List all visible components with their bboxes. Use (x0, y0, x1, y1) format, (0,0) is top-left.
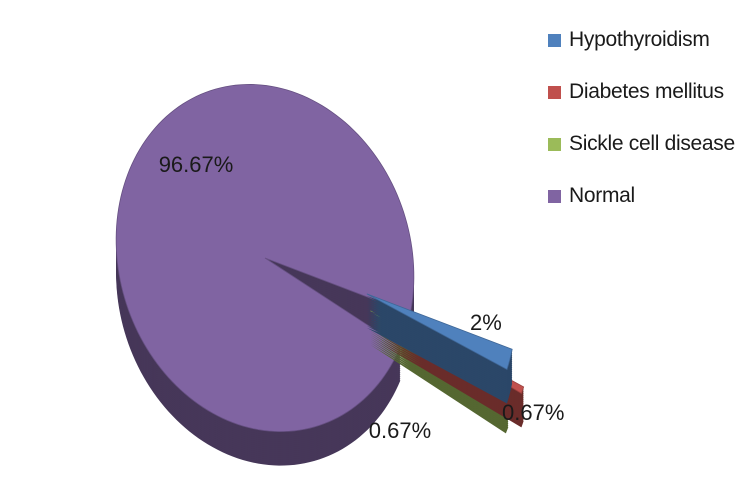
pie-slice-side-sickle-cell-disease (370, 336, 509, 426)
pie-slice-side-diabetes-mellitus (383, 337, 524, 420)
legend-swatch-hypothyroidism (548, 33, 561, 47)
data-label-sickle-cell-disease: 0.67% (369, 418, 431, 443)
data-label-hypothyroidism: 2% (470, 310, 502, 335)
legend-label: Diabetes mellitus (569, 80, 724, 103)
legend-item-normal: Normal (548, 178, 735, 214)
data-label-diabetes-mellitus: 0.67% (502, 400, 564, 425)
legend-item-hypothyroidism: Hypothyroidism (548, 22, 735, 58)
pie-slice-side-diabetes-mellitus (383, 341, 524, 424)
legend-label: Hypothyroidism (569, 28, 710, 51)
pie-slice-side-diabetes-mellitus (383, 345, 524, 428)
legend-swatch-diabetes-mellitus (548, 85, 561, 99)
legend-swatch-sickle-cell-disease (548, 137, 561, 151)
pie-slice-side-sickle-cell-disease (370, 344, 509, 434)
legend-label: Normal (569, 184, 635, 207)
legend-item-sickle-cell-disease: Sickle cell disease (548, 126, 735, 162)
pie-slice-side-diabetes-mellitus (383, 339, 524, 422)
pie-slice-hypothyroidism (366, 293, 513, 371)
legend-label: Sickle cell disease (569, 132, 735, 155)
pie-slice-side-sickle-cell-disease (370, 338, 509, 428)
pie-slice-side-diabetes-mellitus (383, 335, 524, 418)
pie-slice-side-sickle-cell-disease (370, 342, 509, 432)
pie-slice-side-diabetes-mellitus (383, 343, 524, 426)
data-label-normal: 96.67% (159, 152, 234, 177)
legend-item-diabetes-mellitus: Diabetes mellitus (548, 74, 735, 110)
pie-slice-side-sickle-cell-disease (370, 340, 509, 430)
legend: Hypothyroidism Diabetes mellitus Sickle … (548, 22, 735, 214)
pie-slice-normal (115, 84, 415, 432)
legend-swatch-normal (548, 189, 561, 203)
